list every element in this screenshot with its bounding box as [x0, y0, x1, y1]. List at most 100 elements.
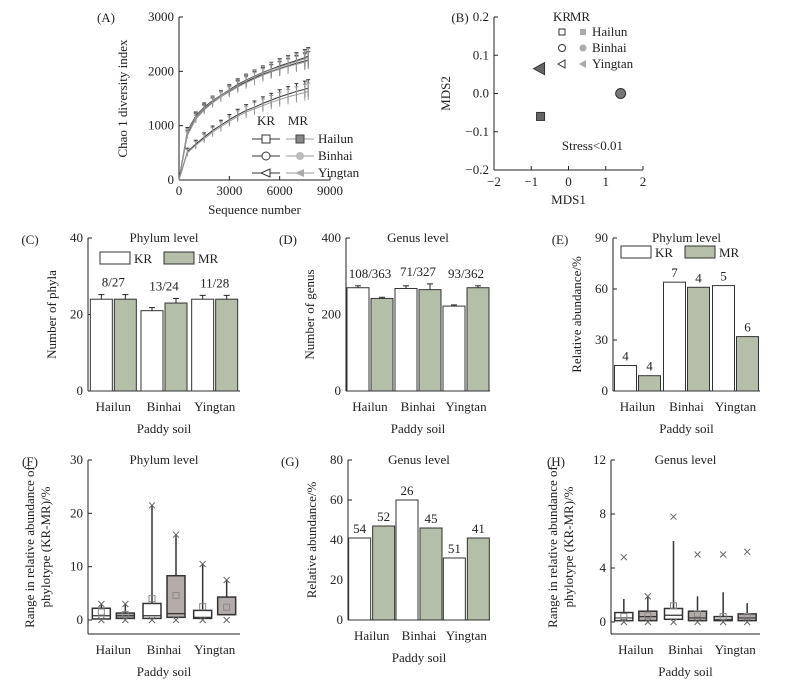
square-open-icon: [261, 134, 271, 144]
category-label-yingtan: Yingtan: [715, 642, 757, 657]
box-yingtan-kr-mean: [719, 613, 727, 621]
bar-binhai-mr: [164, 302, 188, 392]
box-hailun-kr-min-marker: [620, 618, 628, 626]
series-line-yingtan-kr: [178, 87, 309, 181]
bar-value-label: 41: [472, 521, 485, 536]
y-axis-label: Number of phyla: [44, 270, 59, 359]
box-binhai-kr-mean: [148, 595, 156, 603]
bar-value-label: 26: [401, 483, 415, 498]
y-tick-label: −0.2: [465, 162, 489, 177]
category-label-yingtan: Yingtan: [446, 628, 488, 643]
y-axis-label: Range in relative abundance ofphylotype …: [545, 465, 576, 627]
box-hailun-kr-mean: [97, 608, 105, 616]
legend-header-kr: KR: [553, 9, 571, 24]
y-tick-label: −0.1: [465, 124, 489, 139]
point-hailun: [536, 111, 546, 121]
y-tick-label: 20: [330, 572, 343, 587]
y-tick-label: 0: [337, 612, 344, 627]
bar-value-label: 51: [448, 541, 461, 556]
bar-yingtan-mr: [466, 287, 490, 392]
legend-label-binhai: Binhai: [592, 40, 627, 55]
chart-title: Phylum level: [652, 230, 721, 245]
group-ratio-label: 108/363: [349, 266, 392, 281]
chart-title: Phylum level: [130, 230, 199, 245]
bar-yingtan-mr: [466, 537, 490, 621]
bar-binhai-mr: [419, 527, 443, 621]
y-tick-label: 60: [595, 281, 608, 296]
box-hailun-mr-mean: [121, 611, 129, 619]
legend-label-mr: MR: [719, 245, 740, 260]
legend-label-yingtan: Yingtan: [592, 56, 634, 71]
y-axis-label-line2: phylotype (KR-MR)/%: [38, 486, 53, 607]
y-axis-label: Chao 1 diversity index: [115, 39, 130, 158]
point-yingtan: [532, 61, 546, 76]
box-binhai-mr: [166, 574, 186, 619]
panel-label: (C): [21, 232, 38, 247]
y-tick-label: 200: [322, 307, 342, 322]
square-filled-icon: [295, 134, 305, 144]
y-tick-label: 20: [70, 307, 83, 322]
bar-value-label: 54: [353, 521, 367, 536]
box-hailun-mr: [638, 610, 658, 622]
panel-label: (E): [552, 232, 569, 247]
chart-title: Genus level: [655, 452, 717, 467]
y-tick-label: 8: [600, 506, 607, 521]
bar-value-label: 52: [377, 509, 390, 524]
box-hailun-kr-outlier-marker: [620, 553, 628, 561]
legend-label-hailun: Hailun: [318, 131, 354, 146]
x-tick-label: 1: [603, 174, 610, 189]
legend-label-binhai: Binhai: [318, 148, 353, 163]
point-binhai: [615, 88, 627, 99]
chart-title: Phylum level: [130, 452, 199, 467]
y-tick-label: 20: [70, 505, 83, 520]
y-tick-label: 3000: [148, 9, 174, 24]
x-tick-label: 0: [565, 174, 572, 189]
bar-yingtan-mr: [736, 336, 759, 392]
y-tick-label: 0: [77, 612, 84, 627]
box-hailun-kr-mean: [620, 613, 628, 621]
y-tick-label: 0: [602, 383, 609, 398]
group-ratio-label: 71/327: [400, 264, 437, 279]
y-tick-label: 0: [168, 172, 175, 187]
category-label-binhai: Binhai: [147, 399, 182, 414]
group-ratio-label: 8/27: [102, 275, 126, 290]
y-tick-label: 0.2: [473, 9, 489, 24]
category-label-yingtan: Yingtan: [445, 399, 487, 414]
x-tick-label: 0: [176, 183, 183, 198]
box-binhai-mr-mean: [172, 591, 180, 599]
y-axis-label: Relative abundance/%: [304, 482, 319, 599]
legend-label-kr: KR: [134, 251, 152, 266]
y-tick-label: 400: [322, 230, 342, 245]
square-open-icon: [558, 28, 566, 36]
category-label-yingtan: Yingtan: [194, 399, 236, 414]
y-tick-label: 90: [595, 230, 608, 245]
circle-filled-icon: [296, 152, 304, 160]
bar-binhai-kr: [394, 287, 418, 392]
box-hailun-mr-min-marker: [644, 618, 652, 626]
bar-yingtan-kr: [442, 557, 466, 621]
box-yingtan-mr-mean: [223, 603, 231, 611]
x-axis-label: Sequence number: [208, 202, 301, 217]
box-hailun-kr: [91, 607, 112, 620]
x-axis-label: Paddy soil: [392, 650, 447, 665]
bar-binhai-mr: [418, 289, 442, 392]
y-tick-label: 80: [330, 452, 343, 467]
category-label-binhai: Binhai: [401, 399, 436, 414]
y-axis-label: Number of genus: [302, 269, 317, 359]
bar-hailun-kr: [346, 287, 370, 392]
bar-value-label: 4: [695, 270, 702, 285]
bar-value-label: 5: [720, 269, 727, 284]
category-label-binhai: Binhai: [669, 399, 704, 414]
group-ratio-label: 11/28: [200, 275, 229, 290]
box-binhai-kr-max-marker: [148, 501, 156, 509]
bar-binhai-kr: [140, 310, 164, 392]
x-tick-label: −2: [487, 174, 501, 189]
y-axis-label: Relative abundance/%: [569, 256, 584, 373]
bar-yingtan-kr: [712, 285, 735, 392]
box-yingtan-kr-min-marker: [719, 618, 727, 626]
group-ratio-label: 13/24: [149, 278, 179, 293]
x-tick-label: 2: [640, 174, 647, 189]
box-binhai-mr-max-marker: [172, 531, 180, 539]
triangle-open-icon: [259, 168, 271, 178]
